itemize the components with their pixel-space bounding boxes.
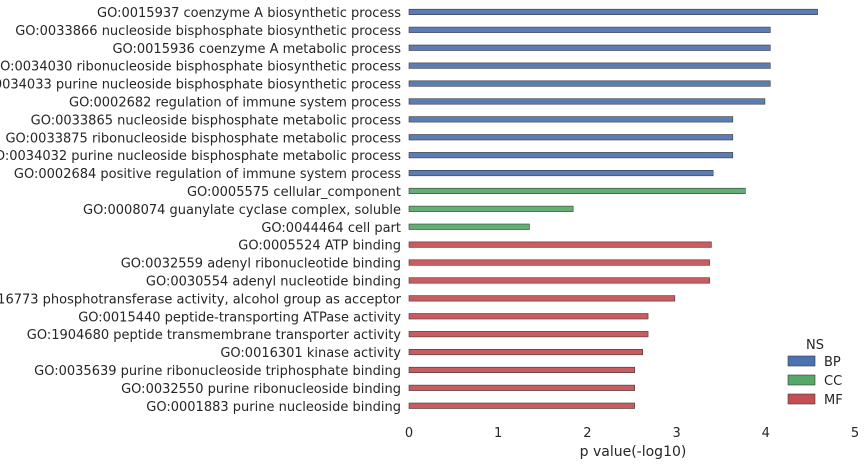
bar: [408, 313, 649, 320]
bar: [408, 152, 734, 159]
x-tick-label: 5: [851, 426, 859, 441]
bar: [408, 170, 714, 177]
bar: [408, 259, 710, 266]
bar: [408, 366, 635, 374]
category-label: GO:0002682 regulation of immune system p…: [69, 95, 401, 110]
category-label: GO:0033866 nucleoside bisphosphate biosy…: [15, 24, 401, 39]
category-label: GO:0015440 peptide-transporting ATPase a…: [78, 310, 401, 325]
x-tick-label: 1: [494, 426, 502, 441]
category-label: GO:1904680 peptide transmembrane transpo…: [27, 328, 402, 343]
legend-swatch: [787, 374, 816, 386]
category-label: GO:0015937 coenzyme A biosynthetic proce…: [97, 6, 401, 21]
bar: [408, 8, 818, 15]
x-axis-label: p value(-log10): [580, 444, 687, 460]
x-tick-label: 3: [672, 426, 680, 441]
category-label: GO:0035639 purine ribonucleoside triphos…: [34, 364, 401, 379]
category-label: GO:0016773 phosphotransferase activity, …: [0, 292, 402, 307]
legend-swatch: [787, 393, 816, 405]
bar: [408, 98, 766, 105]
x-tick-label: 4: [762, 426, 770, 441]
legend-label: CC: [824, 374, 842, 389]
category-label: GO:0032550 purine ribonucleoside binding: [121, 382, 401, 397]
bar: [408, 295, 676, 302]
category-label: GO:0002684 positive regulation of immune…: [14, 167, 401, 182]
bar: [408, 277, 710, 284]
legend-title: NS: [806, 338, 824, 353]
bar: [408, 402, 635, 409]
bar: [408, 116, 734, 123]
category-label: GO:0001883 purine nucleoside binding: [146, 400, 401, 415]
category-label: GO:0016301 kinase activity: [220, 346, 401, 361]
category-label: GO:0034033 purine nucleoside bisphosphat…: [0, 78, 401, 93]
legend-label: BP: [824, 355, 841, 370]
bar: [408, 348, 643, 356]
category-label: GO:0034030 ribonucleoside bisphosphate b…: [0, 60, 401, 75]
legend: NS BP CC MF: [787, 338, 843, 408]
category-label: GO:0015936 coenzyme A metabolic process: [112, 42, 401, 57]
category-label: GO:0033875 ribonucleoside bisphosphate m…: [5, 131, 401, 146]
bar: [408, 62, 771, 69]
bar: [408, 384, 635, 391]
bar: [408, 223, 530, 230]
bar: [408, 80, 771, 87]
x-tick-label: 2: [583, 426, 591, 441]
bar: [408, 44, 771, 51]
category-label: GO:0008074 guanylate cyclase complex, so…: [83, 203, 401, 218]
category-label: GO:0030554 adenyl nucleotide binding: [146, 274, 401, 289]
category-label: GO:0032559 adenyl ribonucleotide binding: [121, 257, 401, 272]
category-label: GO:0034032 purine nucleoside bisphosphat…: [0, 149, 401, 164]
category-label: GO:0005575 cellular_component: [187, 185, 401, 200]
x-tick-label: 0: [405, 426, 413, 441]
category-label: GO:0033865 nucleoside bisphosphate metab…: [31, 113, 402, 128]
category-label: GO:0044464 cell part: [261, 221, 401, 236]
bar: [408, 331, 649, 338]
legend-swatch: [787, 355, 816, 367]
bar: [408, 241, 712, 248]
x-tick-labels: 0 1 2 3 4 5: [405, 426, 859, 441]
bar: [408, 134, 734, 141]
y-tick-labels: GO:0015937 coenzyme A biosynthetic proce…: [0, 6, 402, 415]
legend-label: MF: [824, 393, 843, 408]
bar: [408, 205, 574, 212]
category-label: GO:0005524 ATP binding: [238, 239, 401, 254]
bar: [408, 187, 746, 194]
bars-group: [408, 8, 818, 409]
bar: [408, 26, 771, 33]
